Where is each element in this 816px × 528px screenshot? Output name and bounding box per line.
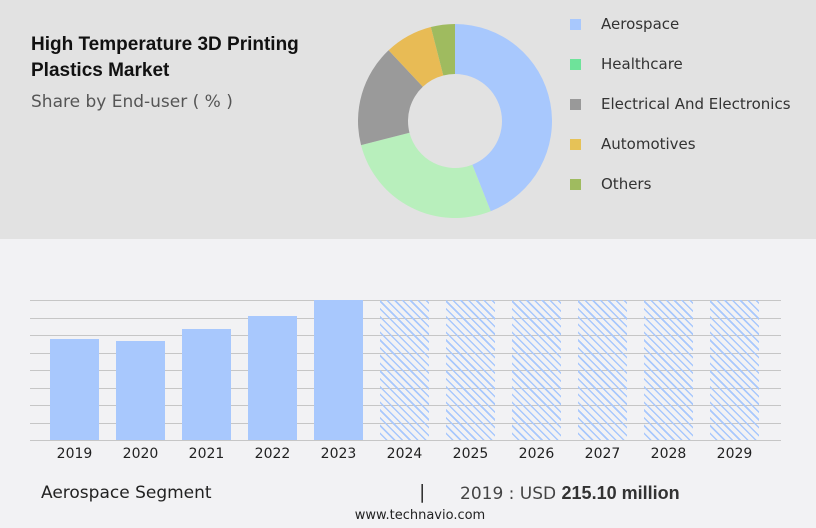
bar-2023 (314, 300, 363, 440)
x-axis-label: 2023 (320, 446, 357, 462)
bar-2026 (512, 300, 561, 440)
donut-slice-healthcare (361, 132, 491, 218)
bar-2024 (380, 300, 429, 440)
x-axis-label: 2024 (386, 446, 423, 462)
chart-subtitle: Share by End-user ( % ) (31, 92, 233, 112)
segment-value: 2019 : USD 215.10 million (460, 483, 680, 504)
footer-separator: | (419, 481, 426, 503)
bar-2020 (116, 341, 165, 440)
x-axis-label: 2028 (650, 446, 687, 462)
x-axis-label: 2019 (56, 446, 93, 462)
legend-swatch-icon (570, 138, 581, 150)
bar-2028 (644, 300, 693, 440)
value-prefix: 2019 : USD (460, 484, 562, 504)
x-axis-label: 2021 (188, 446, 225, 462)
bar-2027 (578, 300, 627, 440)
legend-item: Others (568, 172, 651, 196)
legend-label: Automotives (601, 135, 696, 153)
bar-2019 (50, 339, 99, 440)
x-axis-label: 2020 (122, 446, 159, 462)
x-axis-label: 2029 (716, 446, 753, 462)
donut-chart (358, 24, 552, 218)
x-axis-label: 2025 (452, 446, 489, 462)
legend-item: Automotives (568, 132, 696, 156)
legend-item: Healthcare (568, 52, 683, 76)
header-panel: High Temperature 3D Printing Plastics Ma… (0, 0, 816, 239)
x-axis-label: 2026 (518, 446, 555, 462)
bar-2025 (446, 300, 495, 440)
bar-2029 (710, 300, 759, 440)
donut-slice-automotives (388, 27, 444, 87)
x-axis-label: 2022 (254, 446, 291, 462)
legend-swatch-icon (570, 58, 581, 70)
legend-label: Healthcare (601, 55, 683, 73)
donut-slice-aerospace (455, 24, 552, 212)
legend-item: Aerospace (568, 12, 679, 36)
gridline (30, 440, 781, 441)
legend-swatch-icon (570, 18, 581, 30)
chart-title: High Temperature 3D Printing Plastics Ma… (31, 34, 299, 81)
legend-label: Others (601, 175, 652, 193)
donut-slice-electrical-and-electronics (358, 50, 423, 146)
legend-swatch-icon (570, 98, 581, 110)
legend-item: Electrical And Electronics (568, 92, 791, 116)
source-url: www.technavio.com (354, 508, 486, 523)
legend-swatch-icon (570, 178, 581, 190)
value-amount: 215.10 million (561, 483, 680, 503)
bar-2021 (182, 329, 231, 440)
legend-label: Aerospace (601, 15, 680, 33)
legend-label: Electrical And Electronics (601, 95, 791, 113)
bar-2022 (248, 316, 297, 440)
donut-slice-others (430, 24, 455, 76)
x-axis-label: 2027 (584, 446, 621, 462)
segment-label: Aerospace Segment (41, 483, 212, 503)
